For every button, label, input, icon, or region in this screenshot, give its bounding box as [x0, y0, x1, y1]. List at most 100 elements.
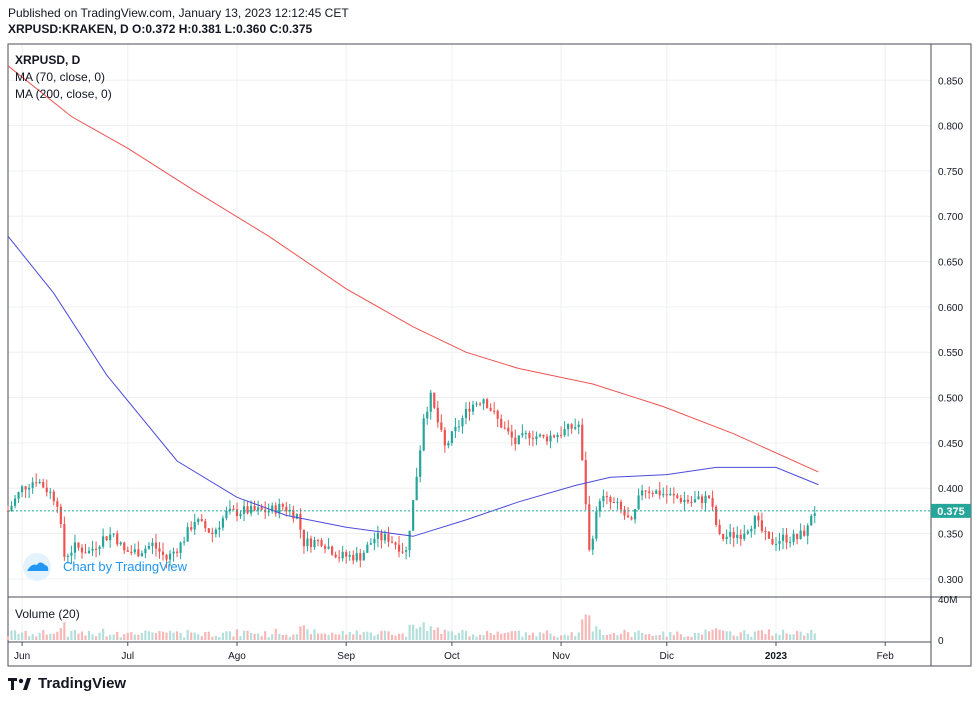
candle-body	[102, 536, 105, 547]
footer-brand[interactable]: TradingView	[8, 675, 126, 692]
symbol-label: XRPUSD:KRAKEN, D	[8, 22, 129, 36]
volume-bar	[623, 629, 626, 640]
volume-bar	[489, 633, 492, 640]
candle-body	[683, 499, 686, 503]
candle-body	[778, 540, 781, 544]
volume-bar	[736, 636, 739, 640]
candle-body	[517, 435, 520, 445]
volume-bar	[563, 634, 566, 640]
watermark[interactable]: Chart by TradingView	[23, 553, 188, 581]
volume-bar	[246, 630, 249, 640]
volume-bar	[98, 632, 101, 640]
volume-bar	[655, 635, 658, 640]
candle-body	[207, 528, 210, 533]
candle-body	[397, 544, 401, 552]
volume-bar	[397, 633, 401, 640]
volume-bar	[799, 631, 802, 640]
candle-body	[380, 533, 383, 541]
volume-bar	[211, 636, 214, 640]
volume-bar	[45, 634, 48, 640]
candle-body	[482, 399, 485, 404]
candle-body	[232, 508, 235, 510]
volume-bar	[658, 635, 661, 640]
candle-body	[292, 509, 295, 519]
volume-bar	[313, 629, 316, 640]
candles	[6, 389, 816, 569]
volume-bar	[602, 635, 605, 640]
candle-body	[806, 525, 809, 536]
time-tick-label: Sep	[337, 651, 355, 662]
candle-body	[112, 533, 115, 535]
candle-body	[433, 392, 436, 408]
candle-body	[570, 424, 573, 429]
candle-body	[59, 506, 62, 525]
candle-body	[390, 541, 394, 543]
candle-body	[774, 543, 778, 545]
published-info: Published on TradingView.com, January 13…	[8, 6, 349, 20]
volume-bar	[105, 636, 108, 640]
volume-bar	[760, 630, 763, 640]
ohlc-summary: XRPUSD:KRAKEN, D O:0.372 H:0.381 L:0.360…	[8, 22, 312, 37]
volume-bar	[528, 635, 531, 640]
volume-bar	[588, 615, 591, 640]
volume-bar	[323, 633, 327, 640]
candle-body	[376, 533, 379, 539]
candle-body	[204, 521, 207, 529]
volume-bar	[84, 635, 87, 640]
volume-bar	[679, 634, 682, 640]
volume-bar	[190, 632, 193, 640]
volume-bar	[228, 631, 232, 640]
candle-body	[521, 433, 524, 436]
volume-bar	[545, 630, 549, 640]
candle-body	[383, 534, 387, 541]
price-tick-label: 0.800	[938, 122, 963, 133]
volume-bar	[112, 634, 115, 640]
volume-bar	[186, 629, 189, 640]
candle-body	[274, 505, 277, 514]
volume-bar	[359, 634, 362, 640]
volume-bar	[436, 627, 439, 640]
candle-body	[563, 429, 566, 436]
candle-body	[528, 432, 531, 439]
candle-body	[218, 527, 221, 530]
volume-bar	[567, 635, 570, 640]
candle-body	[426, 411, 429, 419]
candle-body	[549, 435, 552, 442]
volume-bar	[10, 630, 13, 640]
candle-body	[295, 514, 298, 519]
volume-bar	[475, 636, 478, 640]
volume-bar	[707, 631, 711, 640]
close-value: 0.375	[282, 22, 313, 36]
volume-bar	[91, 634, 94, 640]
volume-bar	[253, 633, 256, 640]
volume-bar	[630, 637, 633, 640]
candle-body	[457, 426, 461, 428]
candle-body	[440, 422, 443, 430]
volume-bar	[697, 633, 700, 640]
candle-body	[49, 491, 52, 493]
volume-bar	[274, 628, 277, 640]
candle-body	[690, 501, 693, 503]
candle-body	[746, 531, 749, 534]
volume-bar	[6, 636, 10, 640]
volume-bar	[249, 632, 253, 640]
volume-bar	[225, 631, 228, 640]
candle-body	[598, 501, 601, 512]
volume-bar	[63, 622, 66, 640]
candle-body	[313, 540, 316, 548]
candle-body	[496, 410, 499, 419]
volume-bar	[496, 631, 499, 640]
volume-bar	[309, 634, 313, 640]
volume-bar	[334, 634, 337, 640]
candle-body	[722, 533, 725, 539]
candle-body	[612, 501, 616, 503]
volume-bar	[468, 636, 471, 640]
volume-bar	[316, 633, 320, 640]
volume-bar	[426, 631, 429, 640]
candle-body	[84, 552, 87, 554]
candle-body	[31, 482, 34, 488]
candle-body	[158, 548, 161, 552]
candle-body	[679, 497, 682, 503]
volume-bar	[168, 630, 172, 640]
